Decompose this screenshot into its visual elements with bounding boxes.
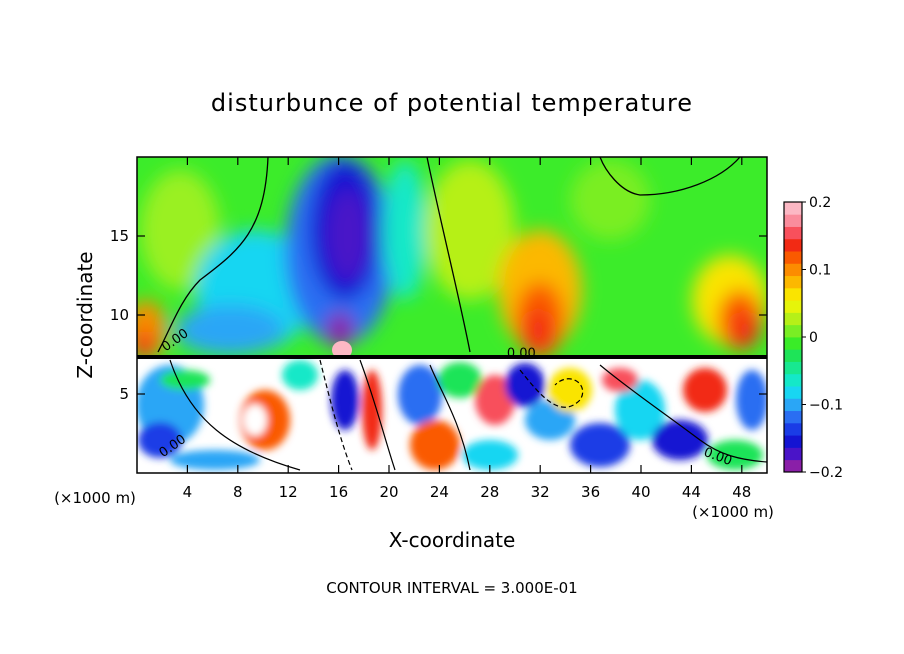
field-blob bbox=[175, 305, 285, 355]
colorbar-cell bbox=[784, 226, 802, 240]
field-blob bbox=[138, 422, 182, 458]
x-tick-label: 28 bbox=[480, 483, 499, 501]
field-blob bbox=[137, 331, 154, 359]
colorbar-cell bbox=[784, 287, 802, 301]
field-blob bbox=[615, 380, 665, 440]
colorbar-cell bbox=[784, 337, 802, 350]
colorbar-cell bbox=[784, 435, 802, 448]
contour-line bbox=[319, 359, 353, 471]
y-tick-label: 5 bbox=[119, 385, 129, 403]
field-blob bbox=[570, 160, 650, 240]
field-interface-line bbox=[137, 355, 767, 359]
colorbar-cell bbox=[784, 300, 802, 313]
field-blob bbox=[425, 160, 515, 300]
y-axis: 5 10 15 bbox=[110, 227, 767, 403]
x-tick-label: 8 bbox=[233, 483, 243, 501]
x-tick-label: 32 bbox=[531, 483, 550, 501]
colorbar-cell bbox=[784, 373, 802, 387]
y-tick-label: 15 bbox=[110, 227, 129, 245]
colorbar: 0.2 0.1 0 −0.1 −0.2 bbox=[783, 195, 843, 481]
field-blob bbox=[570, 423, 630, 467]
colorbar-cell bbox=[784, 263, 802, 277]
field-blob bbox=[475, 375, 515, 425]
y-tick-label: 10 bbox=[110, 306, 129, 324]
contour-line bbox=[599, 364, 767, 463]
field-blob bbox=[398, 365, 442, 425]
field-blob bbox=[328, 190, 368, 280]
colorbar-tick-label: 0.1 bbox=[809, 263, 831, 279]
y-axis-label: Z-coordinate bbox=[73, 251, 97, 378]
colorbar-tick-label: 0 bbox=[809, 330, 818, 346]
x-tick-label: 20 bbox=[379, 483, 398, 501]
x-tick-label: 36 bbox=[581, 483, 600, 501]
x-unit-right: (×1000 m) bbox=[692, 503, 774, 521]
field-blob bbox=[438, 362, 482, 398]
x-tick-label: 40 bbox=[631, 483, 650, 501]
x-tick-label: 4 bbox=[183, 483, 193, 501]
field-blob bbox=[733, 312, 757, 348]
upper-field bbox=[137, 157, 767, 360]
field-blob bbox=[652, 420, 708, 460]
contour-line bbox=[426, 157, 471, 353]
field-blob bbox=[140, 170, 220, 290]
x-tick-label: 44 bbox=[682, 483, 701, 501]
colorbar-cell bbox=[784, 386, 802, 399]
field-blob bbox=[282, 360, 318, 390]
colorbar-cell bbox=[784, 238, 802, 252]
colorbar-cell bbox=[784, 349, 802, 362]
field-blob bbox=[243, 404, 267, 436]
chart-title: disturbunce of potential temperature bbox=[211, 89, 693, 117]
field-blob bbox=[505, 363, 545, 407]
field-blob bbox=[383, 160, 427, 300]
colorbar-cell bbox=[784, 214, 802, 227]
lower-field-structures bbox=[137, 360, 767, 470]
field-blob bbox=[332, 341, 352, 359]
field-blob bbox=[736, 370, 767, 430]
contour-line bbox=[599, 157, 741, 196]
colorbar-cell bbox=[784, 312, 802, 326]
field-blob bbox=[331, 370, 359, 430]
field-blob bbox=[462, 440, 518, 470]
colorbar-cell bbox=[784, 202, 802, 215]
field-blob bbox=[683, 368, 727, 412]
contour-line bbox=[519, 369, 584, 408]
contour-label: 0.00 bbox=[507, 347, 536, 362]
contour-line bbox=[429, 364, 471, 471]
contour-line bbox=[359, 359, 396, 471]
x-tick-label: 16 bbox=[329, 483, 348, 501]
colorbar-cell bbox=[784, 361, 802, 375]
contour-interval-footer: CONTOUR INTERVAL = 3.000E-01 bbox=[326, 579, 577, 597]
colorbar-cell bbox=[784, 275, 802, 289]
plot-area bbox=[137, 157, 767, 473]
x-axis: 4 8 12 16 20 24 28 32 36 40 44 48 bbox=[183, 157, 751, 501]
field-blob bbox=[160, 370, 210, 390]
x-tick-label: 48 bbox=[732, 483, 751, 501]
field-blob bbox=[526, 310, 550, 350]
colorbar-cell bbox=[784, 422, 802, 436]
field-blob bbox=[410, 420, 460, 470]
field-blob bbox=[170, 450, 260, 470]
colorbar-tick-label: 0.2 bbox=[809, 195, 831, 211]
colorbar-cell bbox=[784, 398, 802, 412]
field-blob bbox=[326, 312, 354, 348]
x-unit-left: (×1000 m) bbox=[54, 489, 136, 507]
x-tick-label: 24 bbox=[430, 483, 449, 501]
field-blob bbox=[707, 440, 763, 470]
colorbar-cell bbox=[784, 459, 802, 473]
colorbar-cell bbox=[784, 410, 802, 424]
colorbar-tick-label: −0.1 bbox=[809, 398, 843, 414]
colorbar-cell bbox=[784, 251, 802, 264]
x-tick-label: 12 bbox=[279, 483, 298, 501]
colorbar-cell bbox=[784, 324, 802, 338]
contour-line bbox=[157, 157, 269, 353]
colorbar-tick-label: −0.2 bbox=[809, 465, 843, 481]
colorbar-cell bbox=[784, 447, 802, 461]
field-blob bbox=[548, 368, 592, 412]
field-blob bbox=[362, 370, 382, 450]
x-axis-label: X-coordinate bbox=[389, 528, 516, 552]
contour-line bbox=[169, 359, 301, 471]
